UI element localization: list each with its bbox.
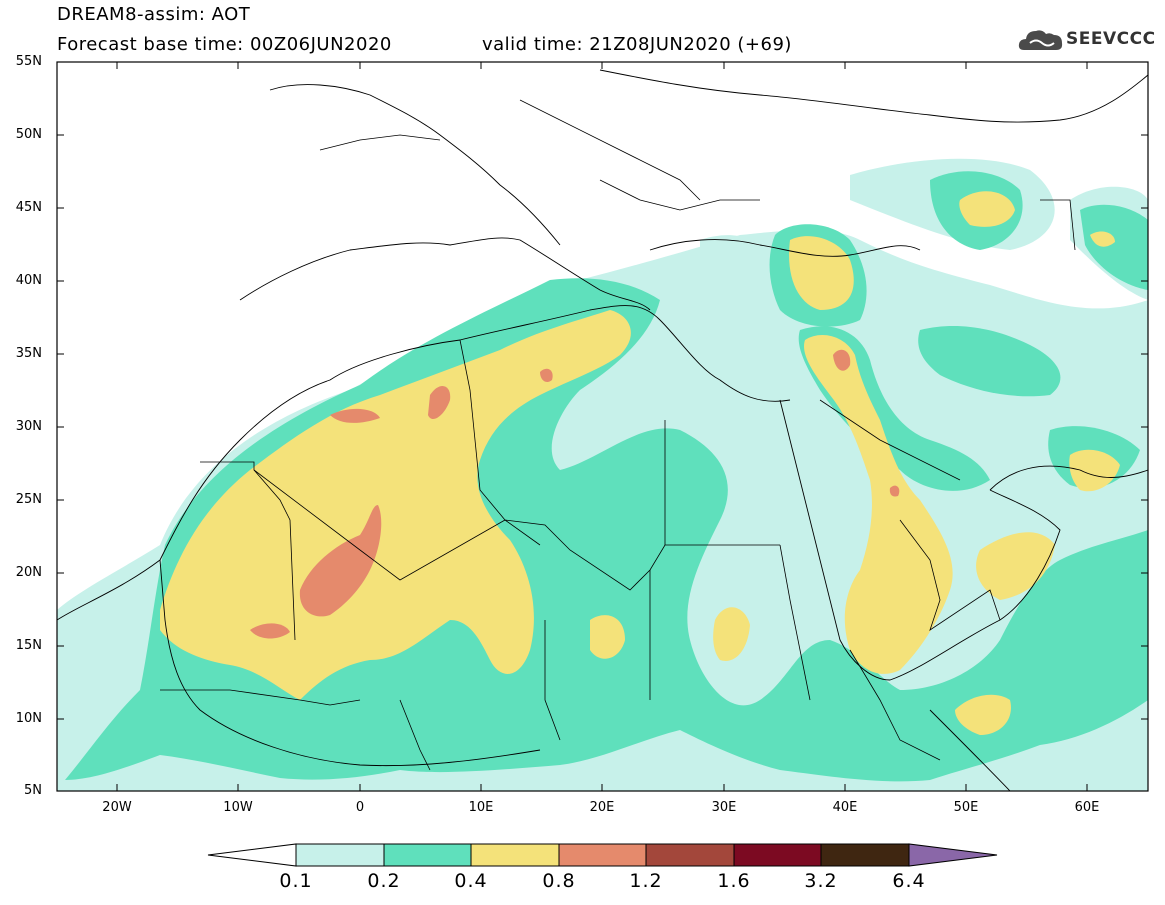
colorbar-label: 0.8 (542, 870, 576, 892)
lat-label: 20N (15, 565, 42, 580)
cloud-icon (1018, 30, 1063, 50)
lon-label: 10E (468, 800, 494, 815)
colorbar-segment (733, 843, 822, 867)
colorbar-label: 0.4 (454, 870, 488, 892)
colorbar-label: 1.2 (629, 870, 663, 892)
lat-label: 25N (15, 492, 42, 507)
lat-label: 40N (15, 273, 42, 288)
lat-label: 50N (15, 127, 42, 142)
colorbar-low-arrow (207, 843, 297, 867)
colorbar-label: 0.1 (279, 870, 313, 892)
country-borders (160, 99, 1076, 771)
valid-time-label: valid time: 21Z08JUN2020 (+69) (482, 34, 792, 55)
lon-label: 40E (832, 800, 858, 815)
aot-field (57, 62, 1148, 791)
coastlines (57, 69, 1148, 791)
lat-label: 15N (15, 638, 42, 653)
lon-label: 10W (223, 800, 253, 815)
colorbar-label: 3.2 (804, 870, 838, 892)
colorbar-label: 0.2 (367, 870, 401, 892)
colorbar-label: 1.6 (717, 870, 751, 892)
colorbar (207, 843, 998, 867)
colorbar-segment (470, 843, 560, 867)
map-title-line1: DREAM8-assim: AOT (57, 4, 251, 25)
lon-label: 50E (953, 800, 979, 815)
lon-label: 20W (102, 800, 132, 815)
lon-label: 60E (1074, 800, 1100, 815)
lat-label: 5N (24, 783, 42, 798)
lat-label: 45N (15, 200, 42, 215)
seevccc-logo: SEEVCCC (1018, 26, 1156, 54)
colorbar-segment (558, 843, 647, 867)
lon-label: 20E (589, 800, 615, 815)
map-title-line2: Forecast base time: 00Z06JUN2020 (57, 34, 392, 55)
aot-level-0.4 (160, 191, 1120, 735)
colorbar-segment (820, 843, 910, 867)
colorbar-segment (295, 843, 385, 867)
lon-label: 0 (355, 800, 365, 815)
lat-label: 35N (15, 346, 42, 361)
colorbar-segment (383, 843, 472, 867)
lat-label: 10N (15, 711, 42, 726)
lon-label: 30E (711, 800, 737, 815)
colorbar-label: 6.4 (892, 870, 926, 892)
colorbar-high-arrow (908, 843, 998, 867)
aot-level-0.8 (250, 349, 900, 639)
lat-label: 55N (15, 54, 42, 69)
tick-marks (57, 61, 1148, 791)
logo-text: SEEVCCC (1066, 29, 1156, 49)
colorbar-segment (645, 843, 735, 867)
lat-label: 30N (15, 419, 42, 434)
